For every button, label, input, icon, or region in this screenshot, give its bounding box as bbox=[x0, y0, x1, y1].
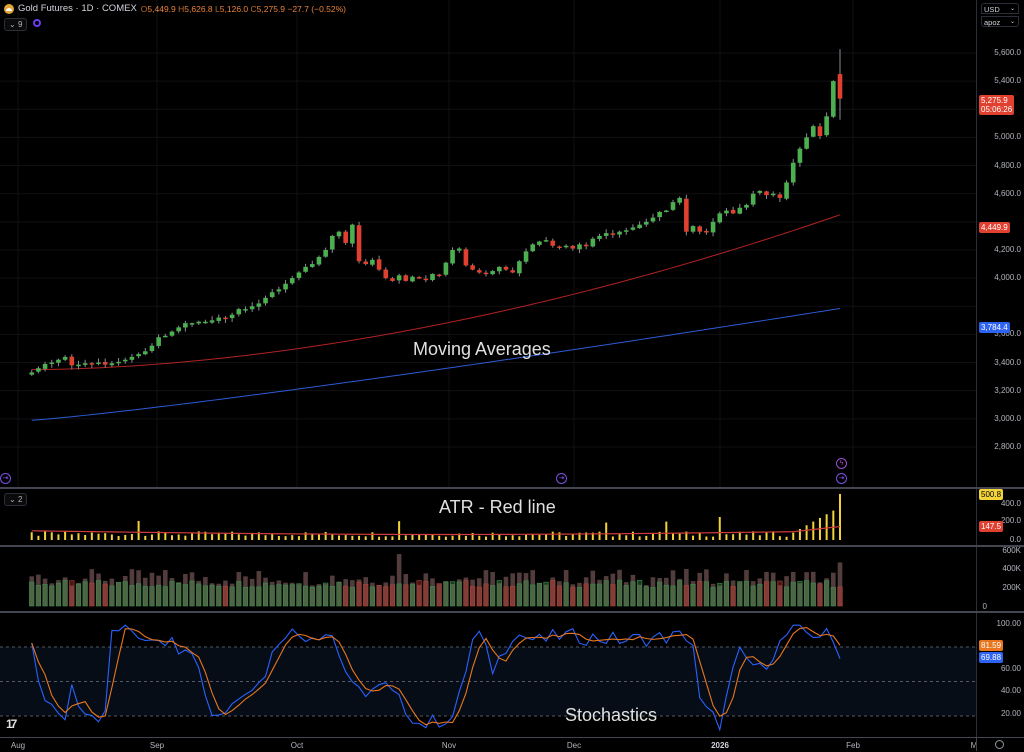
ma-red-badge: 4,449.9 bbox=[979, 222, 1010, 233]
gold-logo-icon bbox=[4, 3, 14, 14]
stochastics-label: Stochastics bbox=[565, 705, 658, 725]
candlestick-chart[interactable] bbox=[0, 0, 976, 488]
price-tick: 5,400.0 bbox=[994, 76, 1021, 86]
price-tick: 2,800.0 bbox=[994, 441, 1021, 451]
unit-select[interactable]: apoz ⌄ bbox=[981, 16, 1019, 27]
axis-corner-divider bbox=[976, 737, 977, 751]
price-axis[interactable]: 5,600.0 5,400.0 5,000.0 4,800.0 4,600.0 4,200… bbox=[976, 0, 1024, 488]
stoch-k-badge: 69.88 bbox=[979, 652, 1004, 663]
symbol-header: Gold Futures · 1D · COMEX O5,449.9 H5,62… bbox=[4, 3, 346, 14]
symbol-title[interactable]: Gold Futures · 1D · COMEX bbox=[18, 3, 137, 14]
price-tick: 3,200.0 bbox=[994, 385, 1021, 395]
change-value: −27.7 (−0.52%) bbox=[287, 3, 347, 14]
price-tick: 4,200.0 bbox=[994, 244, 1021, 254]
volume-pane[interactable] bbox=[0, 547, 976, 612]
pane-divider[interactable] bbox=[0, 611, 1024, 613]
atr-chart[interactable] bbox=[0, 489, 976, 545]
atr-label: ATR - Red line bbox=[439, 497, 556, 517]
indicator-status-icon[interactable] bbox=[33, 19, 41, 27]
ma-blue-badge: 3,784.4 bbox=[979, 322, 1010, 333]
dividend-event-icon[interactable]: ⇥ bbox=[836, 473, 847, 484]
price-tick: 4,000.0 bbox=[994, 273, 1021, 283]
time-axis[interactable]: Aug Sep Oct Nov Dec 2026 Feb M bbox=[0, 737, 1024, 752]
price-tick: 3,000.0 bbox=[994, 413, 1021, 423]
tradingview-logo[interactable]: 17 bbox=[6, 717, 17, 731]
atr-axis[interactable]: 400.0 200.0 0.0 500.8 147.5 bbox=[976, 489, 1024, 545]
chevron-down-icon: ⌄ bbox=[9, 495, 16, 504]
chevron-down-icon: ⌄ bbox=[1009, 6, 1015, 12]
volume-chart[interactable] bbox=[0, 547, 976, 612]
currency-select[interactable]: USD ⌄ bbox=[981, 3, 1019, 14]
dividend-event-icon[interactable]: ⇥ bbox=[0, 473, 11, 484]
last-price-badge: 5,275.9 05:06:26 bbox=[979, 95, 1015, 115]
indicators-collapse-button[interactable]: ⌄ 9 bbox=[4, 18, 28, 31]
atr-pane[interactable] bbox=[0, 489, 976, 545]
price-pane[interactable] bbox=[0, 0, 976, 488]
price-tick: 4,600.0 bbox=[994, 188, 1021, 198]
pane-divider[interactable] bbox=[0, 545, 1024, 547]
moving-averages-label: Moving Averages bbox=[413, 339, 551, 359]
price-tick: 4,800.0 bbox=[994, 160, 1021, 170]
price-tick: 5,600.0 bbox=[994, 48, 1021, 57]
volume-axis[interactable]: 600K 400K 200K 0 bbox=[976, 546, 1024, 612]
chevron-down-icon: ⌄ bbox=[1009, 19, 1015, 25]
stoch-d-badge: 81.59 bbox=[979, 640, 1004, 651]
settings-gear-icon[interactable] bbox=[995, 740, 1004, 749]
atr-line-badge: 147.5 bbox=[979, 521, 1004, 532]
atr-volume-badge: 500.8 bbox=[979, 489, 1004, 500]
atr-collapse-button[interactable]: ⌄ 2 bbox=[4, 493, 28, 506]
stochastic-axis[interactable]: 100.00 60.00 40.00 20.00 81.59 69.88 bbox=[976, 613, 1024, 737]
stochastic-pane[interactable] bbox=[0, 613, 976, 737]
ohlc-values: O5,449.9 H5,626.8 L5,126.0 C5,275.9 −27.… bbox=[140, 3, 347, 14]
price-tick: 5,000.0 bbox=[994, 132, 1021, 142]
price-tick: 3,400.0 bbox=[994, 357, 1021, 367]
price-tick: 3,600.0 bbox=[994, 329, 1021, 339]
chevron-down-icon: ⌄ bbox=[9, 20, 16, 29]
flash-event-icon[interactable]: ϟ bbox=[836, 458, 847, 469]
dividend-event-icon[interactable]: ⇥ bbox=[556, 473, 567, 484]
stochastic-chart[interactable] bbox=[0, 613, 976, 737]
pane-divider[interactable] bbox=[0, 487, 1024, 489]
